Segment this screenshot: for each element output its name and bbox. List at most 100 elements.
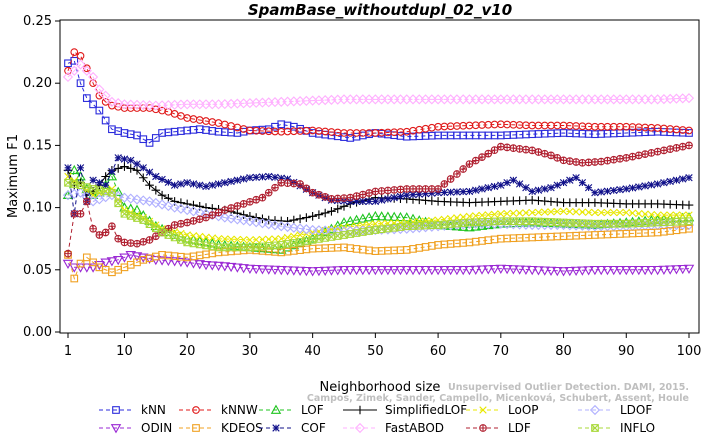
point-odin xyxy=(627,265,638,276)
point-odin xyxy=(232,263,243,273)
point-odin xyxy=(483,265,494,275)
point-ldf xyxy=(616,155,624,163)
point-cof xyxy=(384,195,392,203)
point-lof xyxy=(401,212,412,222)
point-cof xyxy=(352,197,361,206)
point-cof xyxy=(252,173,260,182)
point-cof xyxy=(515,180,524,188)
point-cof xyxy=(227,177,235,186)
point-knn xyxy=(82,94,91,102)
point-lof xyxy=(351,214,362,224)
point-cof xyxy=(170,181,179,189)
point-kdeos xyxy=(89,258,97,267)
point-simplifiedlof xyxy=(182,199,192,209)
point-simplifiedlof xyxy=(132,165,142,175)
legend-label: LDF xyxy=(508,421,531,434)
point-loop xyxy=(591,208,599,217)
point-inflo xyxy=(277,241,286,249)
point-inflo xyxy=(377,225,386,234)
point-loop xyxy=(528,208,536,217)
point-ldof xyxy=(138,195,149,206)
point-inflo xyxy=(340,231,348,239)
point-ldf xyxy=(246,198,254,206)
point-cof xyxy=(578,179,587,187)
point-loop xyxy=(635,209,643,218)
point-loop xyxy=(472,212,480,220)
point-ldf xyxy=(82,197,91,206)
point-odin xyxy=(282,266,293,276)
point-cof xyxy=(114,154,122,162)
point-ldf xyxy=(453,170,461,178)
point-cof xyxy=(89,176,97,184)
point-knn xyxy=(89,100,97,109)
point-ldof xyxy=(301,224,312,235)
legend: kNN kNNW LOF SimplifiedLOF LoOP LDOF ODIN KDEOS… xyxy=(99,403,655,434)
point-odin xyxy=(119,253,130,263)
point-simplifiedlof xyxy=(101,172,110,181)
point-odin xyxy=(207,261,218,271)
point-ldf xyxy=(515,145,524,153)
point-ldf xyxy=(365,189,373,197)
legend-item-cof: COF xyxy=(259,421,326,434)
point-loop xyxy=(603,208,612,217)
point-cof xyxy=(371,197,380,206)
point-odin xyxy=(138,253,149,263)
point-lof xyxy=(382,211,394,221)
point-ldf xyxy=(139,238,148,246)
legend-label: SimplifiedLOF xyxy=(385,403,467,417)
series-odin xyxy=(62,251,695,277)
point-ldf xyxy=(672,144,681,152)
point-cof xyxy=(446,188,455,196)
point-ldof xyxy=(276,221,287,232)
point-ldf xyxy=(553,154,562,162)
series-kdeos xyxy=(64,224,693,283)
legend-marker xyxy=(354,422,366,434)
point-fastabod xyxy=(119,99,130,110)
point-cof xyxy=(409,190,417,199)
point-ldf xyxy=(346,193,355,202)
point-odin xyxy=(608,265,619,276)
point-cof xyxy=(283,175,292,183)
point-knn xyxy=(95,106,104,115)
point-cof xyxy=(534,186,543,194)
point-loop xyxy=(64,172,72,181)
point-simplifiedlof xyxy=(239,210,248,220)
x-tick-label: 80 xyxy=(555,344,572,359)
legend-label: ODIN xyxy=(141,421,172,434)
point-odin xyxy=(501,264,513,275)
point-simplifiedlof xyxy=(126,164,136,173)
point-ldf xyxy=(258,193,267,202)
point-odin xyxy=(388,265,400,276)
point-fastabod xyxy=(138,100,149,111)
point-ldf xyxy=(377,187,386,195)
point-inflo xyxy=(315,235,323,243)
y-tick-label: 0.25 xyxy=(23,14,52,29)
legend-marker xyxy=(192,424,200,432)
point-odin xyxy=(175,257,187,268)
point-cof xyxy=(459,187,467,196)
point-fastabod xyxy=(100,90,111,101)
point-ldf xyxy=(622,154,631,162)
point-odin xyxy=(614,265,626,276)
legend-item-inflo: INFLO xyxy=(578,421,655,434)
point-simplifiedlof xyxy=(320,208,330,218)
point-loop xyxy=(233,235,242,244)
point-odin xyxy=(407,265,419,276)
point-cof xyxy=(145,168,154,176)
point-loop xyxy=(221,235,229,243)
point-loop xyxy=(290,232,298,240)
point-simplifiedlof xyxy=(314,210,324,219)
point-loop xyxy=(277,235,285,243)
point-inflo xyxy=(346,230,355,238)
point-fastabod xyxy=(106,96,117,107)
point-ldf xyxy=(352,192,361,200)
point-odin xyxy=(495,264,507,274)
point-loop xyxy=(478,211,486,220)
citation-watermark: Unsupervised Outlier Detection. DAMI, 20… xyxy=(307,382,689,404)
legend-label: COF xyxy=(301,421,326,434)
x-tick-label: 20 xyxy=(179,344,196,359)
point-ldf xyxy=(609,155,618,164)
point-odin xyxy=(658,265,670,275)
legend-item-kdeos: KDEOS xyxy=(179,421,263,434)
point-odin xyxy=(257,265,268,275)
